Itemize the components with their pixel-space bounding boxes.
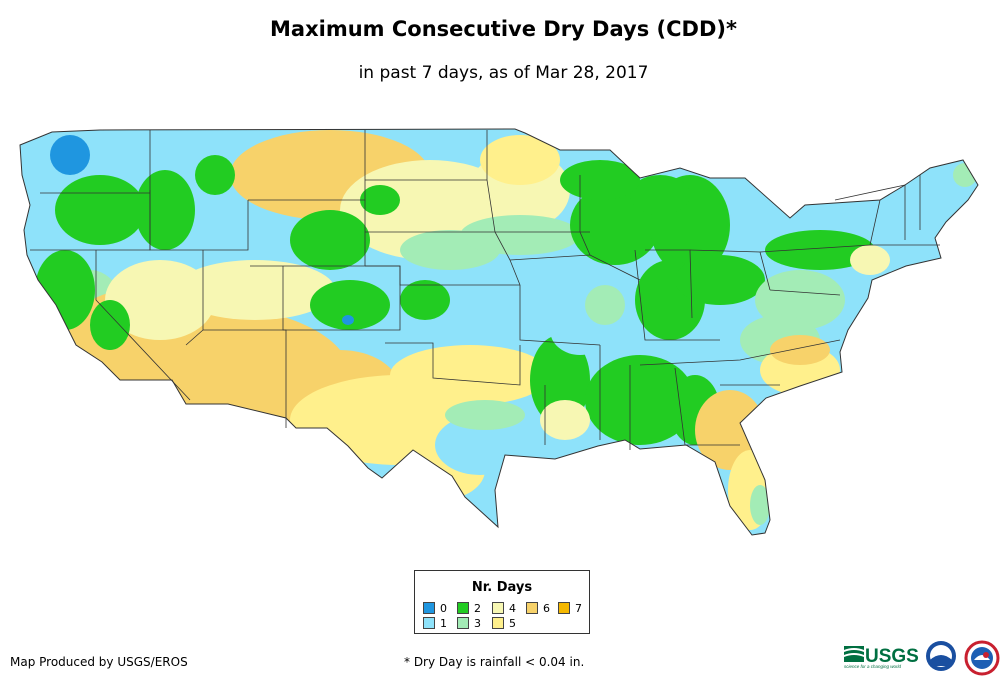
- legend-item-0: 0: [423, 602, 447, 615]
- legend-swatch: [423, 602, 435, 614]
- usgs-logo-tagline: science for a changing world: [844, 664, 902, 669]
- legend-swatch: [457, 602, 469, 614]
- legend-swatch: [492, 602, 504, 614]
- usgs-wave-icon: [844, 646, 864, 662]
- legend-item-1: 1: [423, 617, 447, 630]
- us-map: [19, 128, 979, 536]
- legend-item-6: 6: [526, 602, 550, 615]
- us-outline: [19, 128, 979, 536]
- legend-title: Nr. Days: [471, 580, 533, 595]
- legend-item-4: 4: [492, 602, 516, 615]
- usgs-logo: USGS science for a changing world: [844, 646, 919, 669]
- legend-item-2: 2: [457, 602, 481, 615]
- legend-swatch: [558, 602, 570, 614]
- legend: Nr. Days 0 1 2 3 4 5 6 7: [414, 570, 590, 634]
- usgs-logo-text: USGS: [865, 646, 919, 667]
- legend-swatch: [492, 617, 504, 629]
- map-credit: Map Produced by USGS/EROS: [10, 655, 188, 669]
- legend-item-7: 7: [558, 602, 582, 615]
- nws-logo-icon: [964, 640, 1000, 676]
- legend-swatch: [457, 617, 469, 629]
- map-subtitle: in past 7 days, as of Mar 28, 2017: [358, 63, 649, 83]
- cdd-grid: [20, 129, 978, 535]
- legend-swatch: [526, 602, 538, 614]
- state-borders: [30, 130, 940, 450]
- noaa-logo-icon: [926, 641, 956, 671]
- legend-item-3: 3: [457, 617, 481, 630]
- dry-day-footnote: * Dry Day is rainfall < 0.04 in.: [404, 655, 585, 669]
- legend-swatch: [423, 617, 435, 629]
- legend-item-5: 5: [492, 617, 516, 630]
- map-title: Maximum Consecutive Dry Days (CDD)*: [270, 17, 737, 41]
